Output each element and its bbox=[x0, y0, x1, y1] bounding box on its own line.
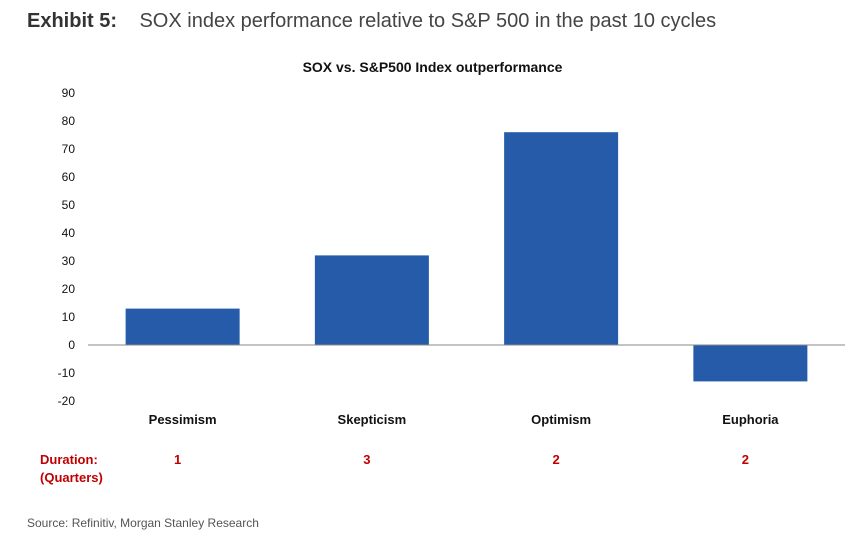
bar-optimism bbox=[504, 132, 619, 345]
bar-euphoria bbox=[693, 345, 808, 382]
duration-value: 3 bbox=[363, 452, 370, 467]
y-tick-label: 50 bbox=[62, 198, 76, 212]
y-tick-label: 20 bbox=[62, 282, 76, 296]
duration-value: 2 bbox=[553, 452, 560, 467]
bar-pessimism bbox=[125, 308, 240, 345]
category-label: Skepticism bbox=[338, 412, 407, 427]
source-note: Source: Refinitiv, Morgan Stanley Resear… bbox=[27, 516, 259, 530]
category-label: Pessimism bbox=[149, 412, 217, 427]
y-tick-label: 40 bbox=[62, 226, 76, 240]
y-tick-label: 0 bbox=[68, 338, 75, 352]
y-tick-label: 80 bbox=[62, 114, 76, 128]
exhibit-header: Exhibit 5: SOX index performance relativ… bbox=[27, 10, 716, 33]
y-tick-label: -20 bbox=[58, 394, 76, 408]
duration-label: Duration: bbox=[40, 452, 98, 467]
y-tick-label: 90 bbox=[62, 86, 76, 100]
category-label: Euphoria bbox=[722, 412, 779, 427]
exhibit-label: Exhibit 5: bbox=[27, 10, 118, 32]
duration-value: 1 bbox=[174, 452, 181, 467]
y-tick-label: -10 bbox=[58, 366, 76, 380]
y-tick-label: 60 bbox=[62, 170, 76, 184]
duration-value: 2 bbox=[742, 452, 749, 467]
exhibit-title: SOX index performance relative to S&P 50… bbox=[139, 10, 717, 32]
category-label: Optimism bbox=[531, 412, 591, 427]
chart-title: SOX vs. S&P500 Index outperformance bbox=[302, 59, 563, 75]
bar-skepticism bbox=[314, 255, 429, 345]
y-tick-label: 10 bbox=[62, 310, 76, 324]
y-tick-label: 70 bbox=[62, 142, 76, 156]
duration-unit-label: (Quarters) bbox=[40, 470, 103, 485]
y-tick-label: 30 bbox=[62, 254, 76, 268]
